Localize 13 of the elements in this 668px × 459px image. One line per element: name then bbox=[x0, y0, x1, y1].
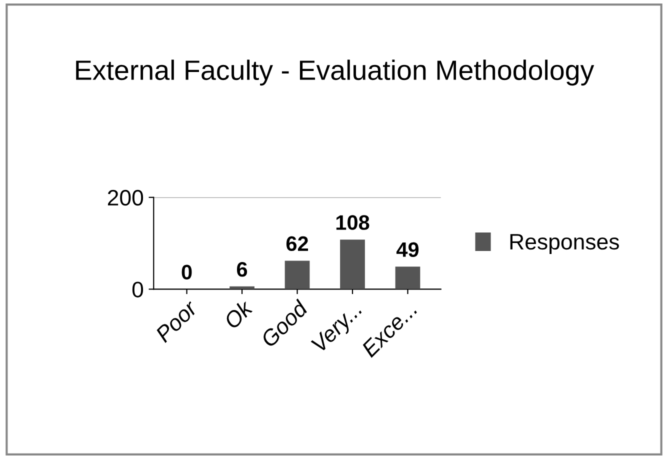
data-label: 6 bbox=[236, 262, 248, 277]
data-label: 62 bbox=[286, 236, 308, 252]
chart-title: External Faculty - Evaluation Methodology bbox=[76, 60, 594, 86]
bar bbox=[230, 286, 254, 290]
data-label: 0 bbox=[182, 264, 192, 280]
legend-label: Responses bbox=[510, 234, 619, 254]
data-label: 108 bbox=[336, 215, 370, 230]
data-label: 49 bbox=[396, 242, 419, 258]
y-tick-label: 200 bbox=[108, 190, 144, 206]
bar bbox=[395, 266, 420, 290]
x-tick-label: Ok bbox=[222, 298, 254, 330]
bar bbox=[284, 260, 310, 290]
bar bbox=[340, 240, 365, 290]
